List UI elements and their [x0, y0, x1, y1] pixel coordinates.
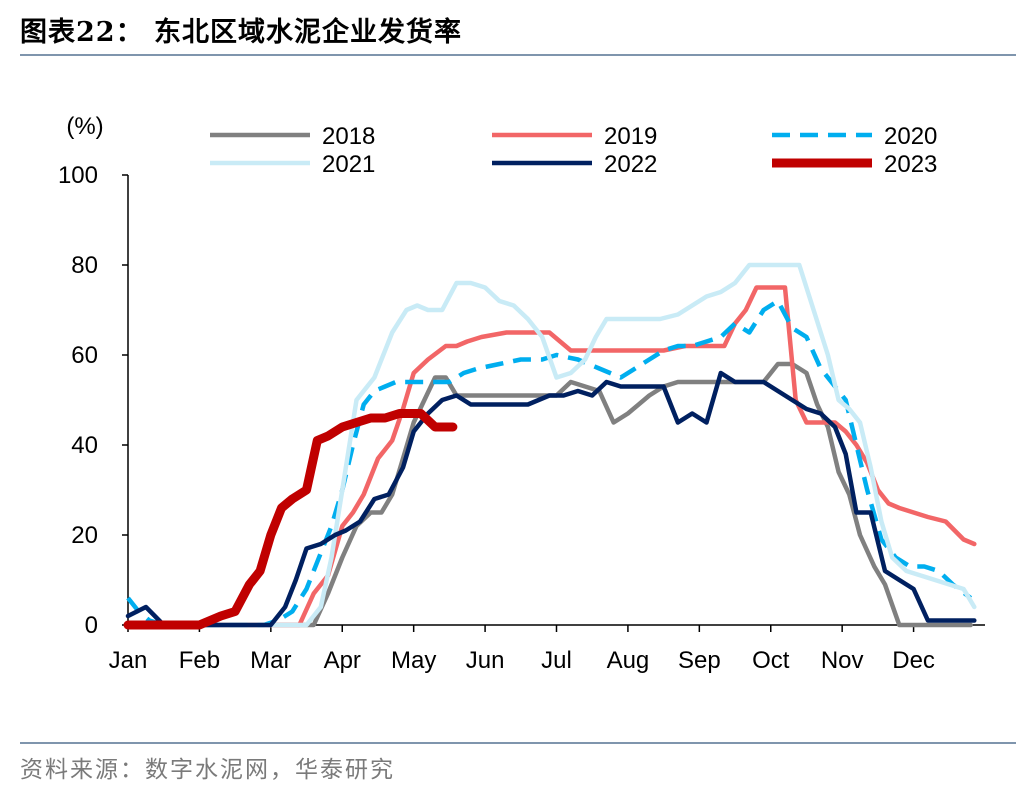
x-tick-label: May [391, 647, 436, 674]
x-tick-label: Aug [607, 647, 650, 674]
series-line-2021 [125, 262, 977, 628]
source-note: 资料来源：数字水泥网，华泰研究 [20, 757, 395, 783]
series-line-2023 [123, 409, 458, 630]
chart-legend: 2018 2019 2020 2021 2022 2023 [210, 123, 937, 178]
x-tick-label: Dec [892, 647, 935, 674]
x-tick-label: Sep [678, 647, 721, 674]
series-line-2020 [126, 298, 973, 628]
y-axis-label: (%) [66, 113, 103, 140]
x-tick-label: Oct [752, 647, 790, 674]
legend-label-2022: 2022 [604, 151, 657, 178]
legend-label-2023: 2023 [884, 151, 937, 178]
y-tick-label: 40 [71, 432, 98, 459]
legend-label-2020: 2020 [884, 123, 937, 150]
chart-series-lines [123, 262, 977, 630]
legend-label-2018: 2018 [322, 123, 375, 150]
x-tick-label: Jul [541, 647, 572, 674]
footer-divider [20, 742, 1016, 744]
y-tick-label: 0 [85, 612, 98, 639]
y-tick-label: 80 [71, 252, 98, 279]
x-tick-label: Nov [821, 647, 864, 674]
series-line-2019 [125, 285, 977, 628]
x-tick-label: Feb [179, 647, 220, 674]
y-tick-label: 20 [71, 522, 98, 549]
x-tick-label: Apr [324, 647, 361, 674]
x-tick-label: Jun [466, 647, 505, 674]
x-tick-label: Mar [250, 647, 291, 674]
x-tick-label: Jan [109, 647, 148, 674]
legend-label-2019: 2019 [604, 123, 657, 150]
y-tick-label: 60 [71, 342, 98, 369]
series-line-2022 [125, 370, 977, 628]
y-tick-label: 100 [58, 162, 98, 189]
chart-axes: 0 20 40 60 80 100 (%) Jan Feb Mar Apr May Jun Jul Aug S… [58, 113, 985, 674]
figure-title: 图表22： 东北区域水泥企业发货率 [20, 17, 462, 48]
title-divider [20, 54, 1016, 56]
legend-label-2021: 2021 [322, 151, 375, 178]
